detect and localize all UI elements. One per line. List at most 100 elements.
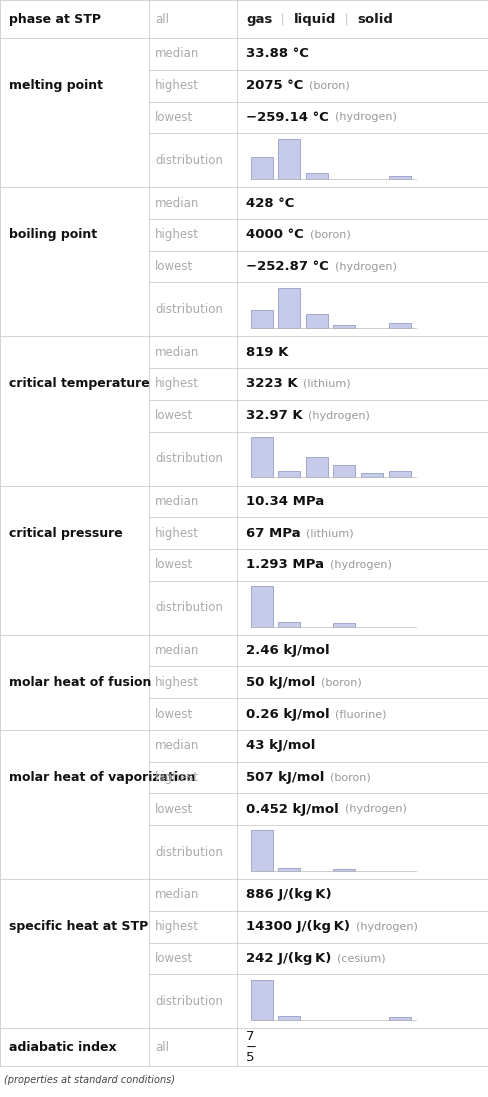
Text: (fluorine): (fluorine) bbox=[335, 709, 386, 719]
Text: distribution: distribution bbox=[155, 154, 223, 167]
Bar bbox=[360, 474, 382, 477]
Bar bbox=[278, 622, 300, 626]
Bar bbox=[388, 324, 410, 328]
Text: 886 J/(kg K): 886 J/(kg K) bbox=[245, 889, 331, 902]
Text: solid: solid bbox=[357, 12, 392, 25]
Text: lowest: lowest bbox=[155, 260, 193, 273]
Text: lowest: lowest bbox=[155, 708, 193, 721]
Text: 507 kJ/mol: 507 kJ/mol bbox=[245, 771, 324, 784]
Bar bbox=[250, 157, 272, 179]
Text: 242 J/(kg K): 242 J/(kg K) bbox=[245, 952, 331, 965]
Text: 819 K: 819 K bbox=[245, 346, 288, 359]
Bar bbox=[278, 287, 300, 328]
Bar bbox=[250, 980, 272, 1020]
Text: highest: highest bbox=[155, 527, 199, 540]
Text: 3223 K: 3223 K bbox=[245, 377, 297, 391]
Bar bbox=[388, 1017, 410, 1020]
Text: 7: 7 bbox=[245, 1030, 254, 1043]
Bar bbox=[333, 325, 355, 328]
Text: molar heat of fusion: molar heat of fusion bbox=[9, 676, 151, 689]
Text: (boron): (boron) bbox=[329, 772, 370, 782]
Text: distribution: distribution bbox=[155, 995, 223, 1008]
Bar bbox=[278, 868, 300, 871]
Text: median: median bbox=[155, 47, 199, 60]
Bar bbox=[278, 138, 300, 179]
Text: |: | bbox=[272, 12, 293, 25]
Bar bbox=[278, 1016, 300, 1020]
Text: (hydrogen): (hydrogen) bbox=[329, 559, 391, 569]
Text: distribution: distribution bbox=[155, 601, 223, 614]
Bar bbox=[250, 586, 272, 626]
Text: 428 °C: 428 °C bbox=[245, 196, 294, 210]
Text: 0.26 kJ/mol: 0.26 kJ/mol bbox=[245, 708, 329, 721]
Text: all: all bbox=[155, 1041, 169, 1054]
Text: highest: highest bbox=[155, 771, 199, 784]
Text: median: median bbox=[155, 889, 199, 902]
Text: critical temperature: critical temperature bbox=[9, 377, 149, 391]
Text: distribution: distribution bbox=[155, 452, 223, 465]
Bar bbox=[250, 437, 272, 477]
Text: 4000 °C: 4000 °C bbox=[245, 228, 303, 241]
Text: 43 kJ/mol: 43 kJ/mol bbox=[245, 739, 315, 753]
Text: 5: 5 bbox=[245, 1051, 254, 1064]
Text: (hydrogen): (hydrogen) bbox=[355, 921, 417, 931]
Text: median: median bbox=[155, 495, 199, 508]
Text: 67 MPa: 67 MPa bbox=[245, 527, 300, 540]
Text: lowest: lowest bbox=[155, 803, 193, 816]
Bar bbox=[305, 457, 327, 477]
Text: boiling point: boiling point bbox=[9, 228, 97, 241]
Text: (cesium): (cesium) bbox=[337, 953, 385, 963]
Text: lowest: lowest bbox=[155, 409, 193, 422]
Text: distribution: distribution bbox=[155, 303, 223, 316]
Bar bbox=[305, 314, 327, 328]
Text: median: median bbox=[155, 346, 199, 359]
Bar bbox=[250, 310, 272, 328]
Text: highest: highest bbox=[155, 228, 199, 241]
Text: specific heat at STP: specific heat at STP bbox=[9, 920, 148, 934]
Text: |: | bbox=[335, 12, 357, 25]
Text: 1.293 MPa: 1.293 MPa bbox=[245, 558, 324, 572]
Text: liquid: liquid bbox=[293, 12, 335, 25]
Text: 2075 °C: 2075 °C bbox=[245, 79, 303, 92]
Text: distribution: distribution bbox=[155, 846, 223, 859]
Text: highest: highest bbox=[155, 676, 199, 689]
Bar bbox=[278, 472, 300, 477]
Text: adiabatic index: adiabatic index bbox=[9, 1041, 116, 1054]
Text: lowest: lowest bbox=[155, 111, 193, 124]
Bar bbox=[333, 465, 355, 477]
Text: (hydrogen): (hydrogen) bbox=[308, 410, 369, 421]
Text: critical pressure: critical pressure bbox=[9, 527, 122, 540]
Bar bbox=[305, 173, 327, 179]
Text: 2.46 kJ/mol: 2.46 kJ/mol bbox=[245, 644, 329, 657]
Text: median: median bbox=[155, 644, 199, 657]
Text: (boron): (boron) bbox=[309, 230, 349, 240]
Text: highest: highest bbox=[155, 79, 199, 92]
Text: median: median bbox=[155, 196, 199, 210]
Text: −252.87 °C: −252.87 °C bbox=[245, 260, 328, 273]
Text: phase at STP: phase at STP bbox=[9, 12, 101, 25]
Text: all: all bbox=[155, 12, 169, 25]
Bar bbox=[388, 472, 410, 477]
Text: lowest: lowest bbox=[155, 952, 193, 965]
Text: (lithium): (lithium) bbox=[303, 378, 350, 389]
Text: 33.88 °C: 33.88 °C bbox=[245, 47, 308, 60]
Text: (properties at standard conditions): (properties at standard conditions) bbox=[4, 1075, 175, 1085]
Text: −: − bbox=[245, 1041, 257, 1054]
Text: highest: highest bbox=[155, 920, 199, 934]
Text: (boron): (boron) bbox=[308, 81, 349, 91]
Text: −259.14 °C: −259.14 °C bbox=[245, 111, 328, 124]
Text: 14300 J/(kg K): 14300 J/(kg K) bbox=[245, 920, 349, 934]
Text: molar heat of vaporization: molar heat of vaporization bbox=[9, 771, 195, 784]
Text: highest: highest bbox=[155, 377, 199, 391]
Text: 10.34 MPa: 10.34 MPa bbox=[245, 495, 324, 508]
Bar bbox=[250, 830, 272, 871]
Text: 0.452 kJ/mol: 0.452 kJ/mol bbox=[245, 803, 338, 816]
Text: (hydrogen): (hydrogen) bbox=[344, 804, 406, 814]
Text: (hydrogen): (hydrogen) bbox=[334, 112, 396, 123]
Text: 32.97 K: 32.97 K bbox=[245, 409, 302, 422]
Text: gas: gas bbox=[245, 12, 272, 25]
Bar bbox=[333, 623, 355, 626]
Text: (lithium): (lithium) bbox=[306, 528, 353, 539]
Text: median: median bbox=[155, 739, 199, 753]
Text: (hydrogen): (hydrogen) bbox=[334, 261, 396, 272]
